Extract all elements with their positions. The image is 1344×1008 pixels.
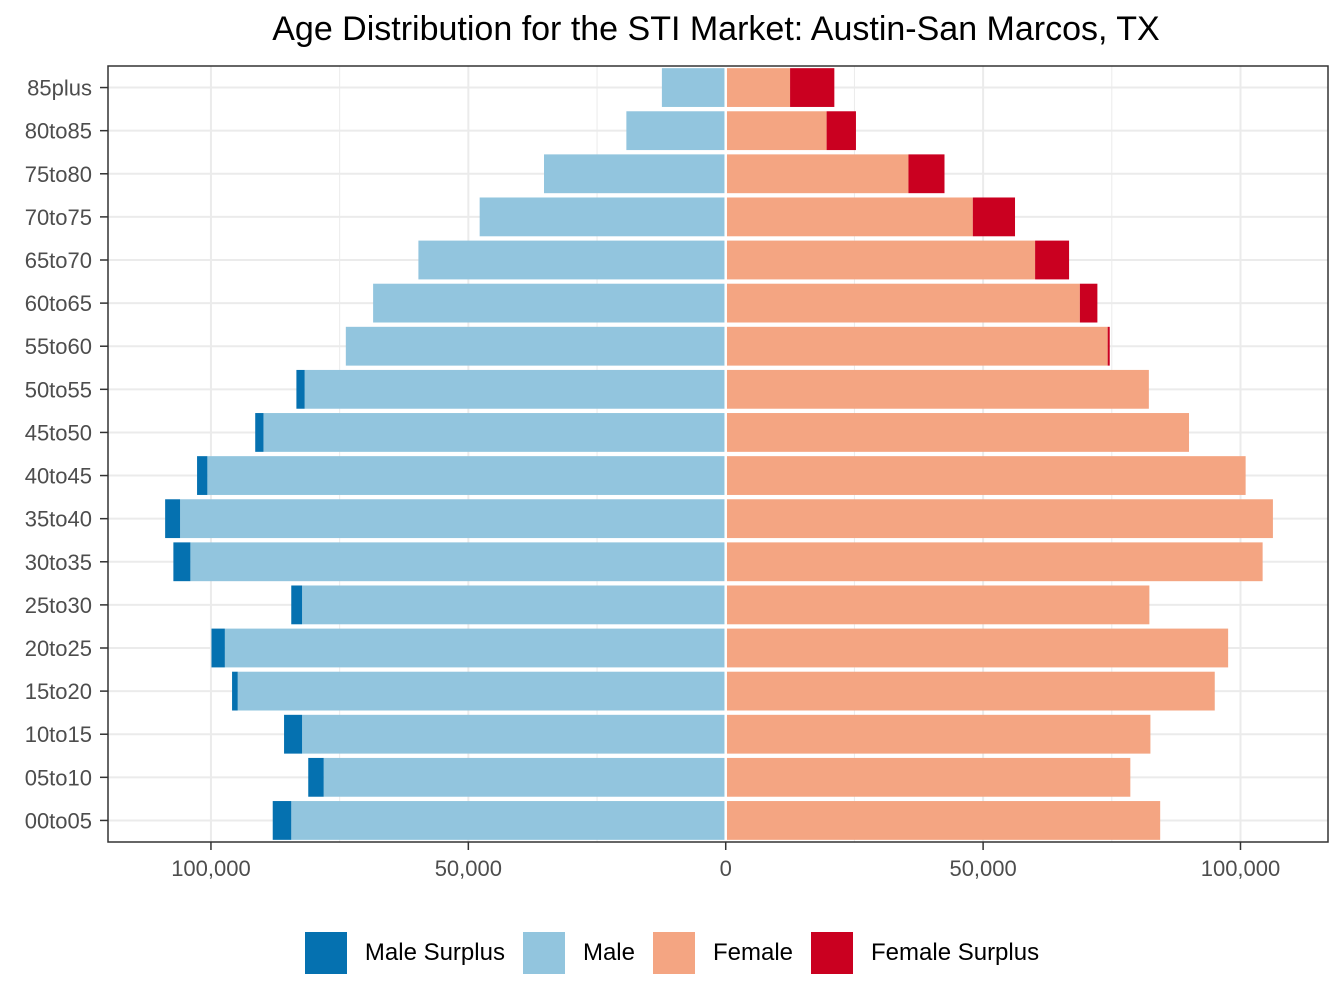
- bar-female-20to25: [725, 628, 1229, 668]
- bar-male-15to20: [237, 671, 726, 711]
- bar-female-surplus-60to65: [1079, 283, 1098, 323]
- bar-male-surplus-35to40: [165, 499, 181, 539]
- bar-male-65to70: [418, 240, 726, 280]
- x-tick-label: 50,000: [435, 856, 502, 881]
- bar-male-surplus-20to25: [211, 628, 225, 668]
- bar-female-25to30: [725, 585, 1150, 625]
- bar-female-surplus-85plus: [790, 68, 835, 107]
- legend: Male Surplus Male Female Female Surplus: [0, 931, 1344, 975]
- legend-key: [304, 932, 347, 974]
- population-pyramid-chart: 100,000 50,000 0 50,000 100,000 00to05 05to10…: [25, 65, 1329, 881]
- y-tick-label: 85plus: [27, 76, 92, 101]
- x-axis-labels: 100,000 50,000 0 50,000 100,000: [171, 856, 1280, 881]
- bar-male-35to40: [180, 499, 726, 539]
- bar-male-40to45: [207, 456, 726, 495]
- y-tick-label: 15to20: [25, 679, 92, 704]
- y-tick-label: 05to10: [25, 765, 92, 790]
- bar-female-00to05: [725, 801, 1161, 840]
- bar-female-surplus-55to60: [1107, 326, 1110, 366]
- y-tick-label: 20to25: [25, 636, 92, 661]
- bars: [165, 66, 1273, 842]
- bar-female-85plus: [725, 68, 791, 107]
- y-tick-label: 80to85: [25, 119, 92, 144]
- bar-male-surplus-40to45: [197, 456, 208, 495]
- bar-male-surplus-05to10: [308, 757, 324, 797]
- y-tick-label: 30to35: [25, 550, 92, 575]
- bar-female-40to45: [725, 456, 1246, 495]
- legend-label: Male: [582, 939, 635, 966]
- x-tick-label: 100,000: [1201, 856, 1281, 881]
- bar-female-surplus-65to70: [1035, 240, 1070, 280]
- bar-female-50to55: [725, 369, 1149, 409]
- y-tick-label: 50to55: [25, 377, 92, 402]
- bar-female-75to80: [725, 154, 909, 194]
- bar-female-70to75: [725, 197, 973, 237]
- chart-title: Age Distribution for the STI Market: Aus…: [272, 10, 1160, 48]
- bar-female-30to35: [725, 542, 1263, 582]
- bar-female-surplus-70to75: [972, 197, 1016, 237]
- bar-male-25to30: [302, 585, 726, 625]
- bar-male-60to65: [373, 283, 726, 323]
- bar-male-surplus-10to15: [284, 714, 303, 754]
- y-tick-label: 60to65: [25, 291, 92, 316]
- bar-male-00to05: [291, 801, 726, 840]
- bar-female-65to70: [725, 240, 1036, 280]
- y-tick-label: 55to60: [25, 334, 92, 359]
- bar-female-10to15: [725, 714, 1151, 754]
- y-tick-label: 65to70: [25, 248, 92, 273]
- bar-female-45to50: [725, 413, 1190, 452]
- bar-male-surplus-50to55: [296, 369, 305, 409]
- bar-female-80to85: [725, 111, 827, 151]
- bar-male-surplus-15to20: [232, 671, 238, 711]
- bar-female-60to65: [725, 283, 1080, 323]
- x-tick-label: 50,000: [949, 856, 1016, 881]
- y-tick-label: 75to80: [25, 162, 92, 187]
- bar-male-80to85: [626, 111, 726, 151]
- bar-male-05to10: [323, 757, 726, 797]
- legend-key: [652, 932, 695, 974]
- axis-ticks: [100, 86, 1242, 850]
- y-tick-label: 25to30: [25, 593, 92, 618]
- bar-female-surplus-75to80: [908, 154, 945, 194]
- legend-item: Male: [522, 932, 635, 974]
- y-tick-label: 35to40: [25, 507, 92, 532]
- bar-male-55to60: [345, 326, 726, 366]
- legend-key: [811, 932, 854, 974]
- bar-female-surplus-80to85: [826, 111, 856, 151]
- legend-key: [522, 932, 565, 974]
- x-tick-label: 0: [720, 856, 732, 881]
- minor-grid: [339, 66, 1113, 842]
- y-tick-label: 45to50: [25, 420, 92, 445]
- bar-male-50to55: [304, 369, 726, 409]
- y-tick-label: 40to45: [25, 464, 92, 489]
- bar-male-surplus-00to05: [272, 801, 292, 840]
- bar-male-surplus-45to50: [255, 413, 264, 452]
- bar-female-05to10: [725, 757, 1131, 797]
- legend-label: Female Surplus: [871, 939, 1040, 966]
- bar-male-45to50: [263, 413, 726, 452]
- legend-item: Male Surplus: [304, 932, 505, 974]
- bar-male-70to75: [479, 197, 726, 237]
- x-tick-label: 100,000: [171, 856, 251, 881]
- bar-female-55to60: [725, 326, 1108, 366]
- y-tick-label: 10to15: [25, 722, 92, 747]
- bar-male-10to15: [302, 714, 726, 754]
- legend-label: Female: [712, 939, 794, 966]
- legend-item: Female Surplus: [811, 932, 1039, 974]
- bar-male-surplus-30to35: [173, 542, 191, 582]
- bar-male-85plus: [661, 68, 726, 107]
- bar-female-35to40: [725, 499, 1273, 539]
- y-axis-labels: 00to05 05to10 10to15 15to20 20to25 25to30 30to…: [25, 76, 92, 834]
- y-tick-label: 70to75: [25, 205, 92, 230]
- bar-male-30to35: [190, 542, 726, 582]
- bar-male-surplus-25to30: [291, 585, 303, 625]
- bar-female-15to20: [725, 671, 1215, 711]
- bar-male-20to25: [224, 628, 726, 668]
- bar-male-75to80: [544, 154, 726, 194]
- y-tick-label: 00to05: [25, 808, 92, 833]
- legend-label: Male Surplus: [364, 939, 505, 966]
- plot-frame: [107, 65, 1329, 843]
- legend-item: Female: [652, 932, 794, 974]
